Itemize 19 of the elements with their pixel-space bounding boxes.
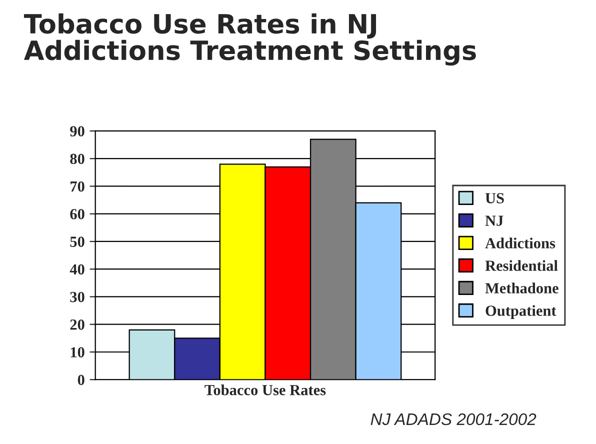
y-tick-label: 30 <box>70 292 84 302</box>
legend-label: US <box>485 193 504 204</box>
y-tick-label: 90 <box>70 126 84 136</box>
legend-label: Methadone <box>485 282 558 294</box>
y-tick-label: 80 <box>70 154 84 164</box>
legend-label: NJ <box>485 216 504 226</box>
legend-label: Addictions <box>485 238 556 248</box>
y-tick-label: 40 <box>70 264 84 275</box>
y-tick-label: 10 <box>70 347 84 358</box>
y-tick-label: 20 <box>70 320 84 330</box>
y-tick-label: 70 <box>70 181 84 192</box>
y-tick-label: 60 <box>70 209 84 220</box>
legend-label: Residential <box>485 260 558 271</box>
legend-label: Outpatient <box>486 305 556 319</box>
chart-title: Tobacco Use Rates in NJ Addictions Treatment Settings <box>24 13 476 66</box>
y-tick-label: 0 <box>78 374 84 386</box>
y-tick-label: 50 <box>70 236 84 247</box>
x-tick-label: Tobacco Use Rates <box>204 384 326 396</box>
text: NJ ADADS 2001-2002 <box>370 413 536 426</box>
